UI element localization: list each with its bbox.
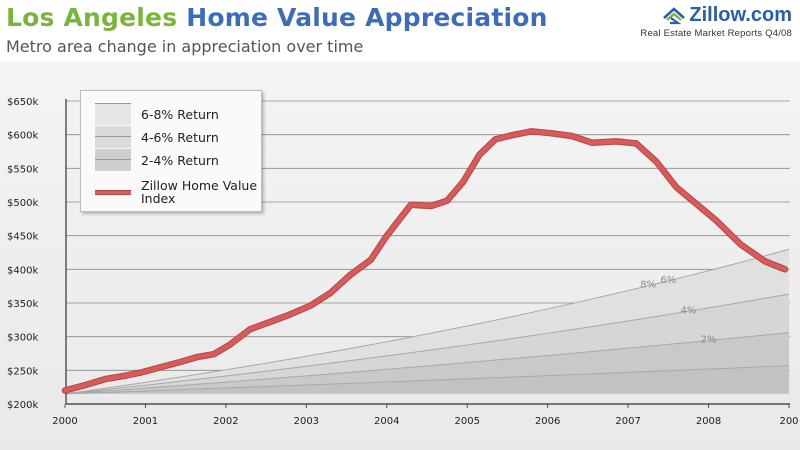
legend-swatch-6-8 (95, 103, 131, 125)
band-label: 8% (640, 280, 656, 291)
page-subtitle: Metro area change in appreciation over t… (6, 37, 364, 56)
header: Los Angeles Home Value Appreciation Metr… (0, 0, 800, 62)
y-tick-label: $300k (7, 333, 38, 344)
x-tick-label: 2006 (535, 416, 560, 427)
y-tick-label: $650k (7, 97, 38, 108)
band-2-4-return (65, 332, 789, 394)
y-tick-label: $350k (7, 299, 38, 310)
x-tick-label: 2008 (696, 416, 721, 427)
y-tick-label: $250k (7, 366, 38, 377)
zillow-house-icon (663, 6, 686, 24)
x-tick-label: 2007 (615, 416, 640, 427)
band-4-6-return (65, 294, 789, 394)
y-tick-label: $400k (7, 265, 38, 276)
x-tick-label: 2000 (52, 416, 77, 427)
brand-name: Zillow.com (689, 4, 792, 26)
legend-swatch-4-6 (95, 126, 131, 148)
legend-item-6-8: 6-8% Return (95, 103, 219, 125)
brand-logo[interactable]: Zillow.com (640, 4, 792, 27)
legend-swatch-2-4 (95, 149, 131, 171)
x-tick-label: 2002 (213, 416, 238, 427)
legend-label: 4-6% Return (141, 129, 219, 145)
x-tick-label: 2004 (374, 416, 399, 427)
brand-tagline: Real Estate Market Reports Q4/08 (640, 28, 792, 39)
y-tick-label: $600k (7, 131, 38, 142)
band-boundary-line (64, 248, 790, 395)
title-city: Los Angeles (6, 3, 178, 32)
legend-item-zhvi: Zillow Home Value Index (95, 177, 261, 207)
x-tick-label: 2003 (294, 416, 319, 427)
brand[interactable]: Zillow.com Real Estate Market Reports Q4… (640, 4, 792, 39)
band-label: 4% (681, 305, 697, 316)
band-label: 6% (660, 275, 676, 286)
y-tick-label: $200k (7, 400, 38, 411)
x-tick-label: 2005 (454, 416, 479, 427)
x-tick-label: 2001 (133, 416, 158, 427)
legend-item-2-4: 2-4% Return (95, 149, 219, 171)
band-boundary-line (64, 332, 790, 395)
page-title: Los Angeles Home Value Appreciation (6, 3, 548, 32)
legend-line-zhvi (95, 189, 131, 195)
band-label: 2% (701, 335, 717, 346)
band-boundary-line (64, 293, 790, 395)
y-tick-label: $550k (7, 164, 38, 175)
chart-area: $200k $250k $300k $350k $400k $450k $500k $550k… (0, 62, 800, 450)
y-tick-label: $500k (7, 198, 38, 209)
legend-label: 2-4% Return (141, 152, 219, 168)
y-tick-label: $450k (7, 232, 38, 243)
band-base-2 (65, 365, 789, 394)
title-rest: Home Value Appreciation (186, 3, 548, 32)
legend-item-4-6: 4-6% Return (95, 126, 219, 148)
legend-label: Zillow Home Value Index (141, 178, 258, 206)
x-tick-label: 200 (779, 416, 798, 427)
legend-label: 6-8% Return (141, 106, 219, 122)
band-boundary-line (64, 365, 790, 395)
legend: 6-8% Return 4-6% Return 2-4% Return Zill… (80, 90, 262, 212)
